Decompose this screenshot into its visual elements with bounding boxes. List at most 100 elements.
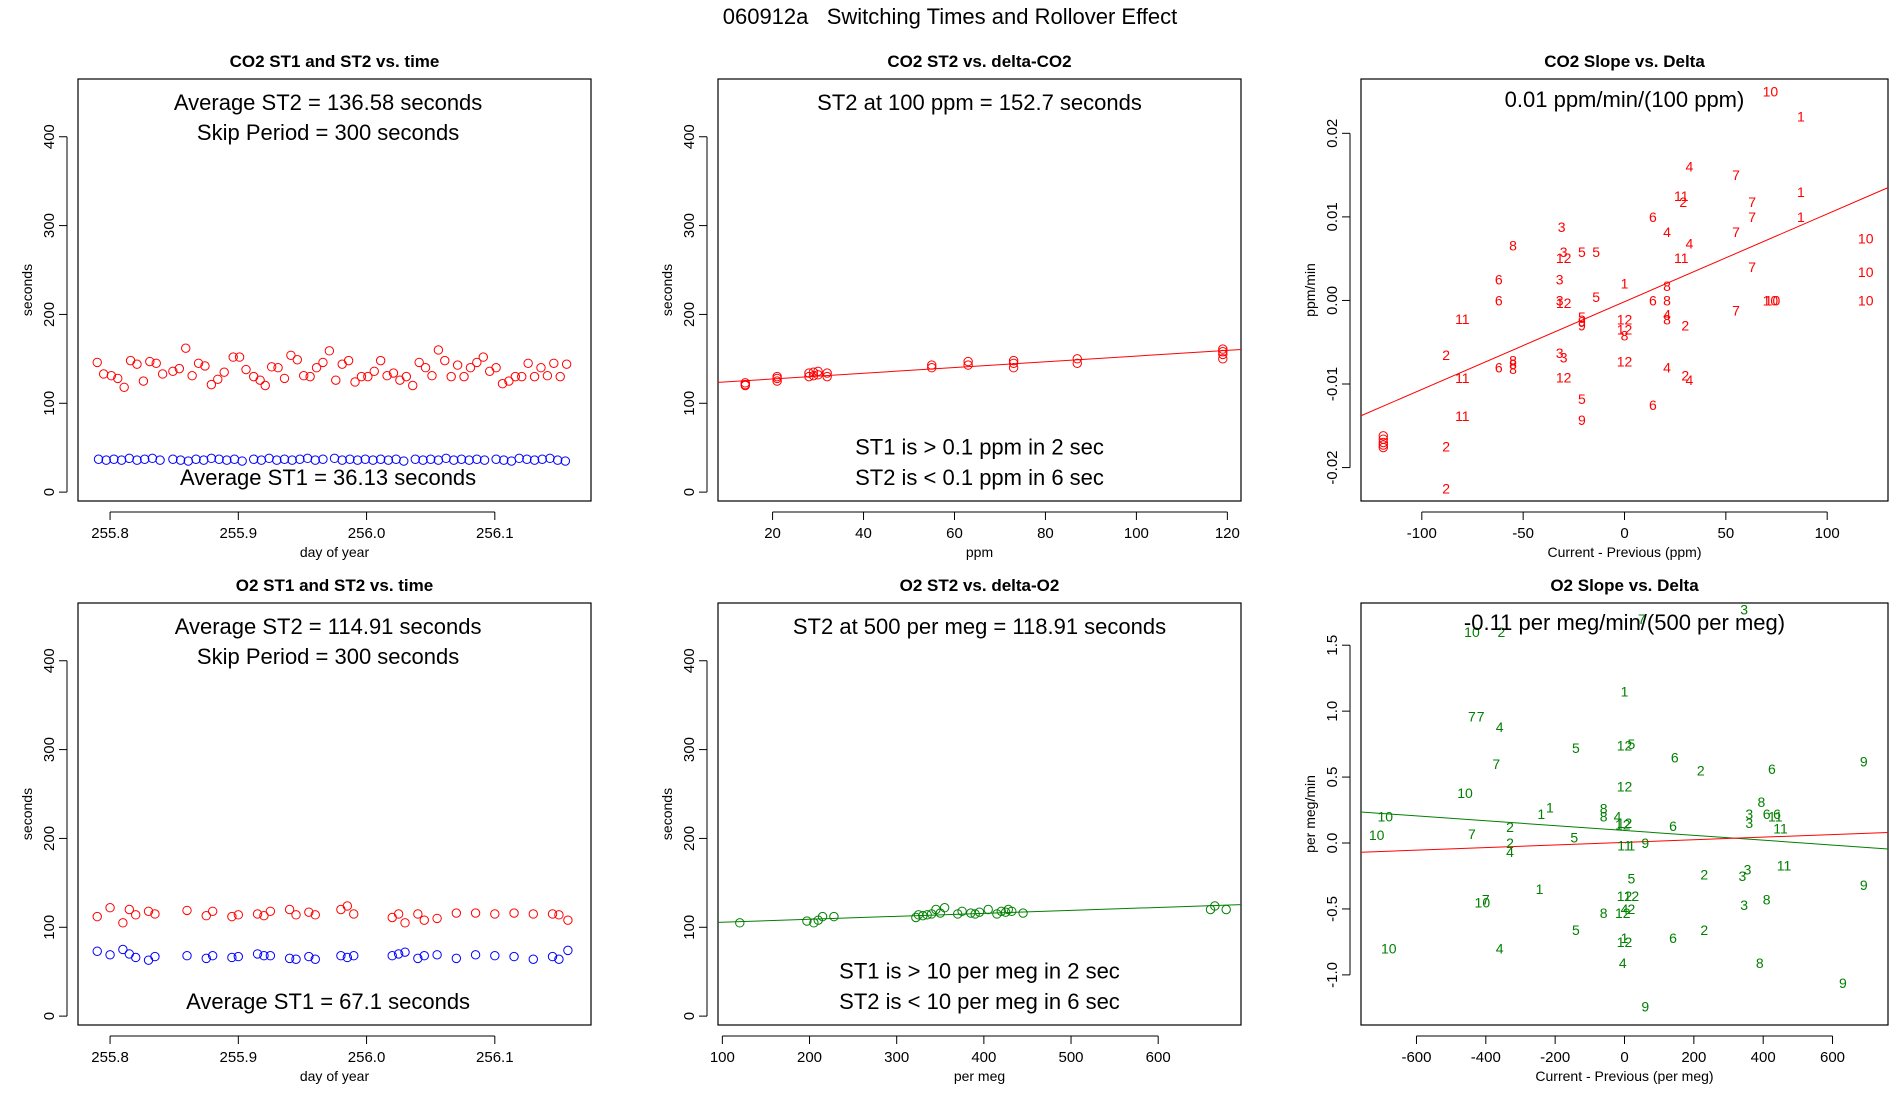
data-label: 6 xyxy=(1495,359,1503,375)
data-point xyxy=(175,455,186,465)
data-point xyxy=(817,911,828,922)
data-point xyxy=(401,371,412,382)
data-label: 4 xyxy=(1496,719,1504,735)
data-label: 11 xyxy=(1768,809,1783,825)
data-point xyxy=(233,951,244,962)
x-tick-label: 255.9 xyxy=(220,1049,258,1066)
panel-co2-time: CO2 ST1 and ST2 vs. time 255.8 255.9 256.0 2… xyxy=(19,52,592,560)
data-point xyxy=(255,375,265,385)
y-tick-label: 0.00 xyxy=(1324,286,1341,315)
data-point xyxy=(561,359,572,369)
annotation: ST1 is > 0.1 ppm in 2 sec xyxy=(855,435,1104,460)
data-label: 10 xyxy=(1765,292,1781,308)
y-tick-label: 0 xyxy=(41,1012,58,1020)
x-tick-label: 200 xyxy=(1681,1049,1706,1066)
data-point xyxy=(286,350,296,360)
data-point xyxy=(131,952,141,963)
data-label: 11 xyxy=(1773,821,1788,837)
data-label: 12 xyxy=(1556,295,1572,311)
data-label: 1 xyxy=(1797,109,1805,125)
data-label: 12 xyxy=(1617,934,1633,950)
data-label: 10 xyxy=(1369,827,1385,843)
data-point xyxy=(772,376,782,386)
data-point xyxy=(813,366,823,376)
data-label: 8 xyxy=(1663,278,1671,294)
data-label: 1 xyxy=(1797,209,1805,225)
data-label: 5 xyxy=(1628,871,1636,887)
y-tick-label: 100 xyxy=(41,915,58,940)
data-label: 6 xyxy=(1495,292,1503,308)
data-point xyxy=(996,906,1006,916)
data-label: 4 xyxy=(1619,955,1627,971)
data-point xyxy=(414,357,424,368)
data-point xyxy=(265,951,276,961)
data-point xyxy=(983,904,993,915)
data-point xyxy=(252,909,263,919)
data-point xyxy=(138,376,149,386)
data-point xyxy=(974,907,985,917)
data-point xyxy=(345,454,355,464)
data-label: 8 xyxy=(1758,794,1766,810)
data-point xyxy=(554,954,564,964)
data-point xyxy=(1007,906,1017,916)
data-point xyxy=(324,346,335,356)
data-label: 7 xyxy=(1468,708,1476,724)
data-point xyxy=(490,951,500,961)
data-label: 3 xyxy=(1740,602,1748,618)
data-point xyxy=(311,363,322,373)
data-point xyxy=(425,454,436,464)
data-point xyxy=(105,950,115,960)
data-point xyxy=(547,909,558,919)
data-point xyxy=(157,369,168,379)
data-label: 1 xyxy=(1797,184,1805,200)
data-point xyxy=(256,455,267,465)
data-point xyxy=(125,355,136,366)
data-label: 12 xyxy=(1617,815,1633,831)
data-point xyxy=(464,455,474,465)
data-label: 12 xyxy=(1617,737,1633,753)
data-point xyxy=(528,954,538,964)
data-point xyxy=(391,454,401,464)
data-label: 12 xyxy=(1615,905,1631,921)
data-point xyxy=(536,363,546,373)
data-point xyxy=(1378,431,1388,441)
x-tick-label: 300 xyxy=(884,1049,909,1066)
data-point xyxy=(342,901,353,911)
data-point xyxy=(491,363,501,373)
data-label: 5 xyxy=(1578,244,1586,260)
data-point xyxy=(413,953,423,964)
y-tick-label: 400 xyxy=(681,124,698,149)
panel-title: O2 ST1 and ST2 vs. time xyxy=(236,576,433,595)
data-label: 11 xyxy=(1674,250,1689,266)
data-label: 6 xyxy=(1669,930,1677,946)
annotation: Average ST1 = 67.1 seconds xyxy=(186,989,470,1014)
x-tick-label: 256.0 xyxy=(348,1049,386,1066)
data-point xyxy=(555,371,565,382)
data-point xyxy=(432,913,442,924)
y-tick-label: 200 xyxy=(41,302,58,327)
data-point xyxy=(1378,437,1388,448)
data-point xyxy=(214,454,224,464)
data-label: 6 xyxy=(1649,397,1657,413)
data-point xyxy=(360,454,370,464)
data-label: 10 xyxy=(1858,292,1874,308)
data-point xyxy=(349,951,359,961)
data-point xyxy=(92,911,102,922)
data-label: 6 xyxy=(1773,806,1781,822)
panel-title: CO2 Slope vs. Delta xyxy=(1544,52,1705,71)
x-axis-label: Current - Previous (ppm) xyxy=(1547,544,1701,560)
x-tick-label: 100 xyxy=(710,1049,735,1066)
data-label: 11 xyxy=(1455,370,1470,386)
data-label: 12 xyxy=(1617,778,1633,794)
data-label: 7 xyxy=(1477,708,1485,724)
data-point xyxy=(802,916,812,926)
data-label: 2 xyxy=(1679,194,1687,210)
data-point xyxy=(433,455,444,465)
x-tick-label: 100 xyxy=(1815,525,1840,542)
data-point xyxy=(517,371,527,382)
data-point xyxy=(284,953,295,964)
data-label: 1 xyxy=(1546,799,1554,815)
data-point xyxy=(200,361,210,371)
data-point xyxy=(336,904,346,915)
y-tick-label: 200 xyxy=(41,826,58,851)
